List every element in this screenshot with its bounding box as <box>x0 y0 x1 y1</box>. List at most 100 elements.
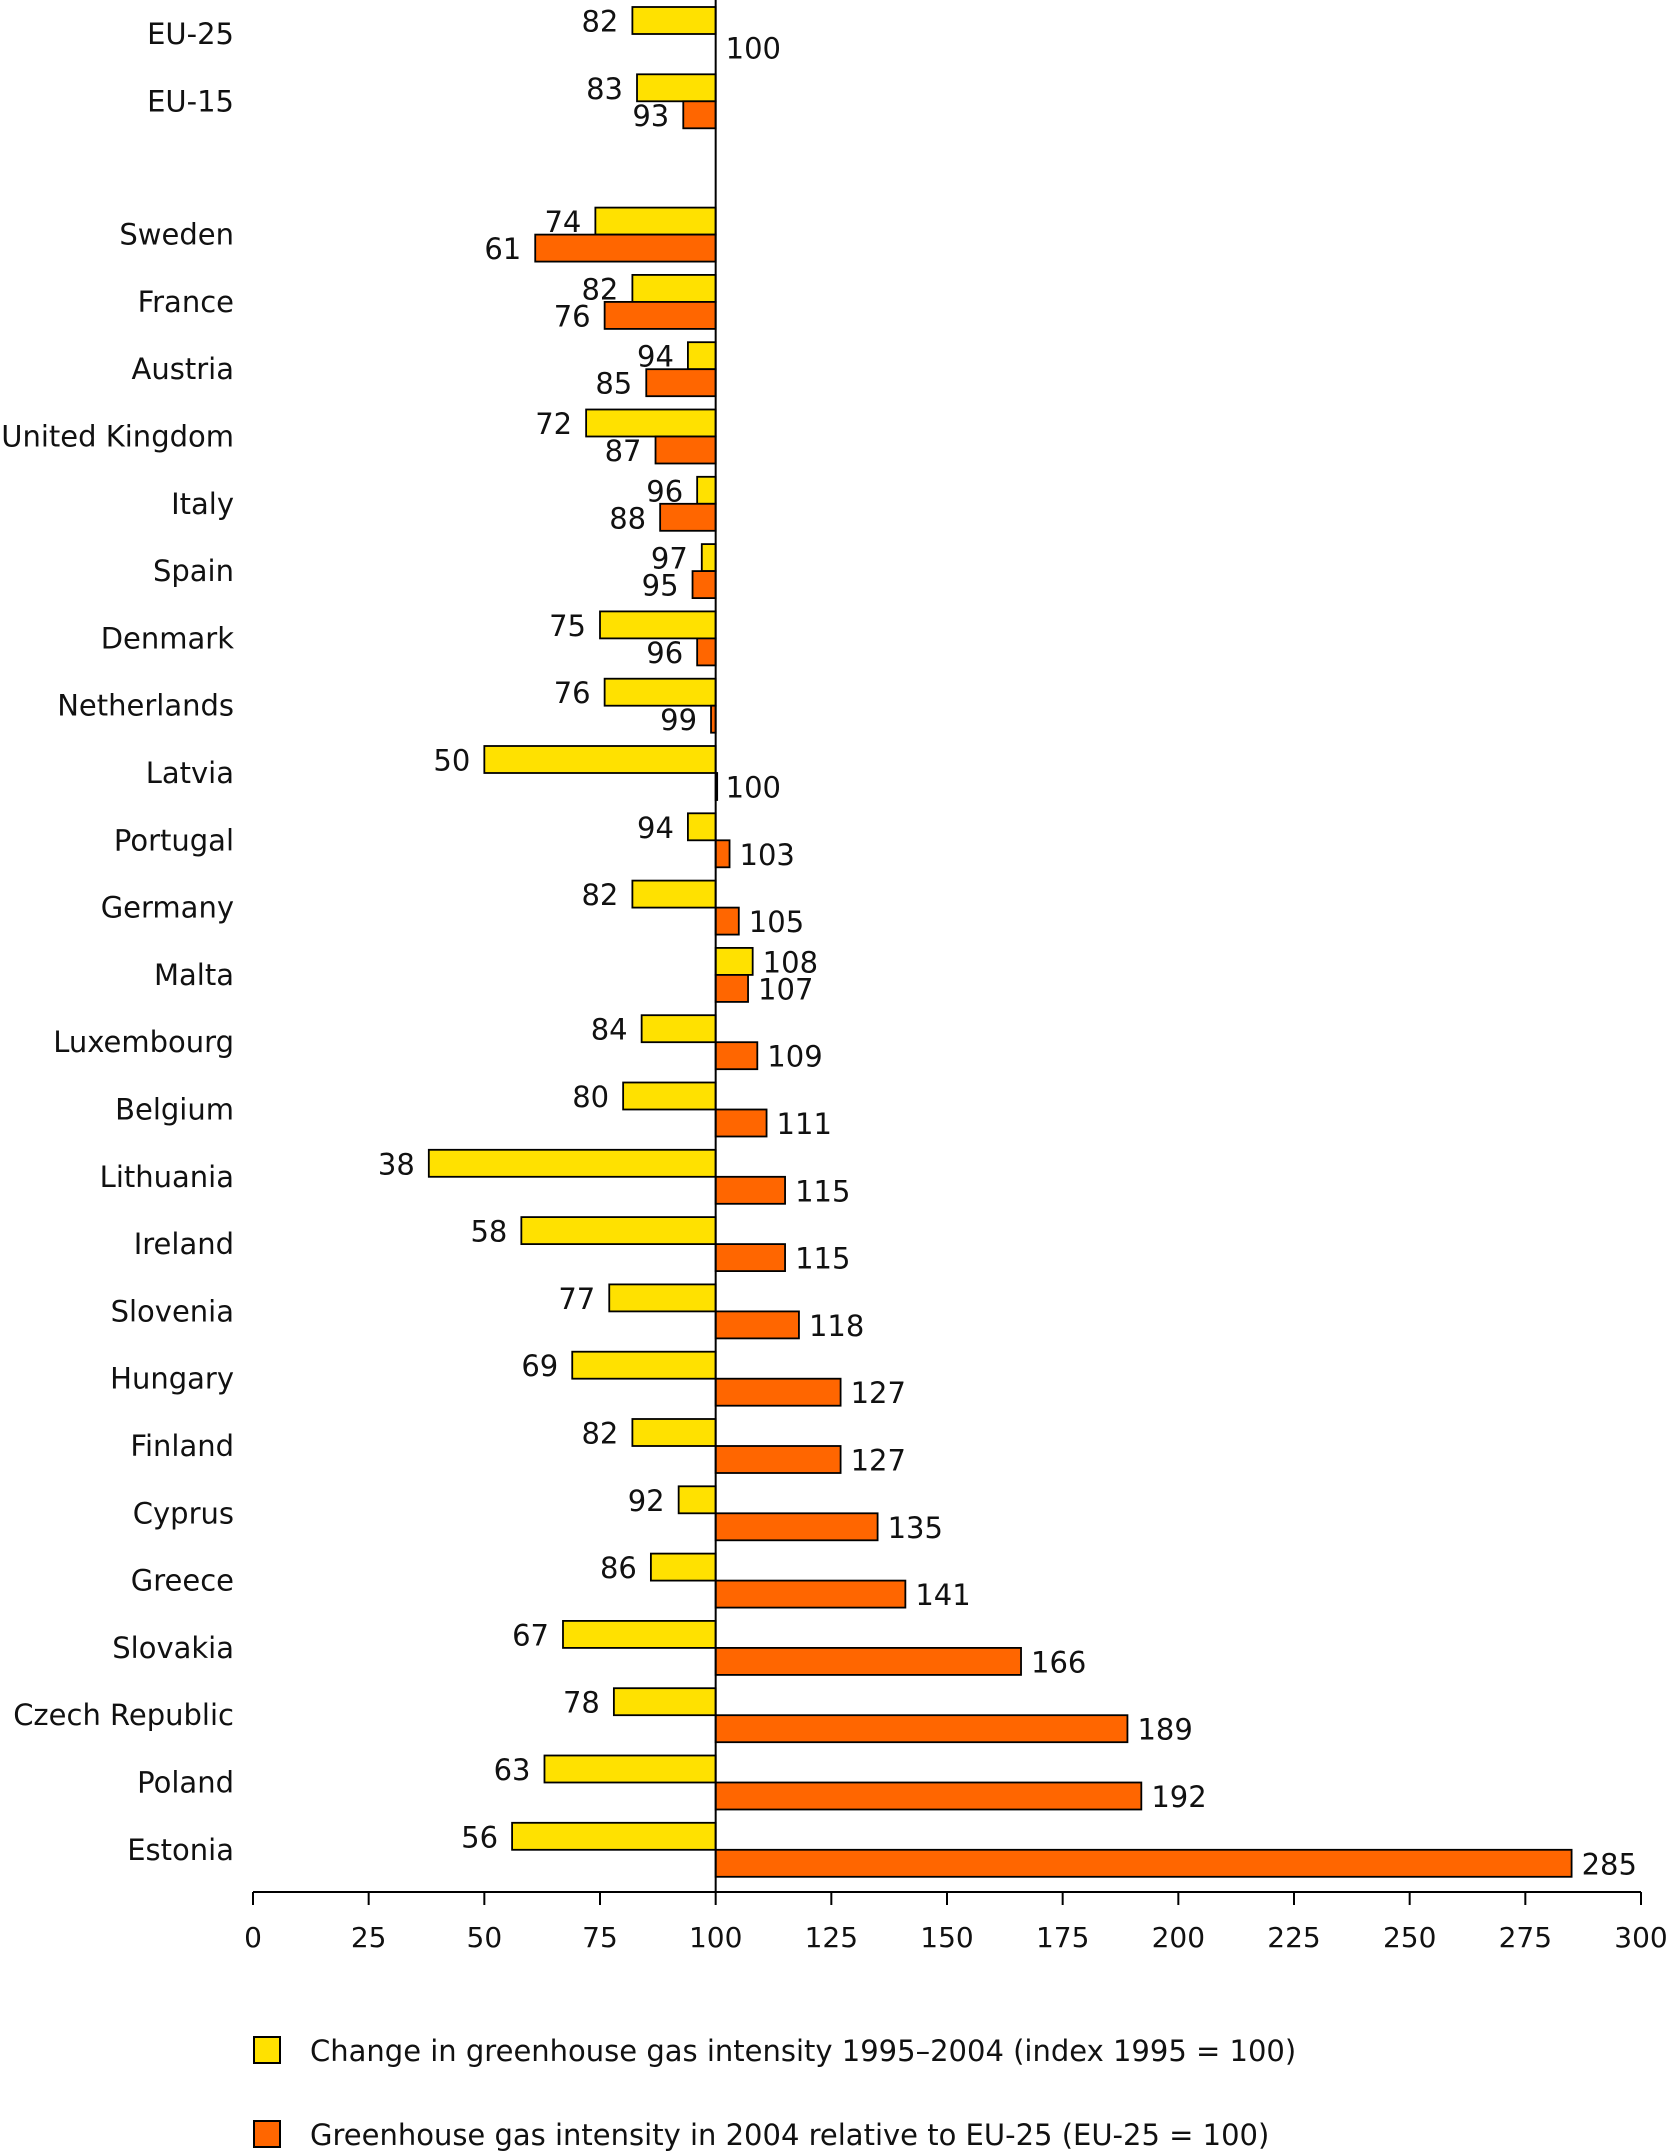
category-label-hungary: Hungary <box>110 1362 234 1396</box>
value-label-intensity-estonia: 285 <box>1582 1847 1637 1881</box>
value-label-intensity-luxembourg: 109 <box>767 1040 822 1074</box>
value-label-intensity-finland: 127 <box>851 1444 906 1478</box>
category-label-eu-15: EU-15 <box>147 84 234 118</box>
value-label-intensity-eu-25: 100 <box>726 32 781 66</box>
value-label-intensity-latvia: 100 <box>726 771 781 805</box>
value-label-change-poland: 63 <box>494 1753 531 1787</box>
category-label-germany: Germany <box>101 891 234 925</box>
value-label-intensity-poland: 192 <box>1151 1780 1206 1814</box>
value-label-change-slovenia: 77 <box>558 1282 595 1316</box>
value-label-intensity-slovakia: 166 <box>1031 1645 1086 1679</box>
bar-change-netherlands <box>603 677 717 707</box>
category-label-belgium: Belgium <box>115 1093 234 1127</box>
x-tick-label: 200 <box>1152 1921 1205 1954</box>
value-label-intensity-belgium: 111 <box>777 1107 832 1141</box>
bar-change-czech-republic <box>612 1687 717 1717</box>
bar-change-lithuania <box>427 1148 717 1178</box>
bar-intensity-denmark <box>696 637 717 667</box>
value-label-change-finland: 82 <box>581 1417 618 1451</box>
x-tick-label: 25 <box>351 1921 387 1954</box>
bar-change-sweden <box>594 206 717 236</box>
value-label-change-slovakia: 67 <box>512 1618 549 1652</box>
bar-change-greece <box>649 1552 717 1582</box>
bar-intensity-slovakia <box>714 1647 1022 1676</box>
value-label-intensity-slovenia: 118 <box>809 1309 864 1343</box>
value-label-intensity-eu-15: 93 <box>632 99 669 133</box>
bar-intensity-greece <box>714 1579 907 1609</box>
category-label-latvia: Latvia <box>146 756 234 790</box>
bar-intensity-finland <box>714 1445 842 1474</box>
bar-change-united-kingdom <box>585 408 717 438</box>
bar-change-denmark <box>599 610 717 640</box>
bar-intensity-lithuania <box>714 1175 786 1205</box>
bar-change-germany <box>631 879 717 909</box>
value-label-change-czech-republic: 78 <box>563 1686 600 1720</box>
category-label-sweden: Sweden <box>119 218 234 252</box>
value-label-intensity-france: 76 <box>554 299 591 333</box>
bar-intensity-portugal <box>714 839 731 869</box>
bar-change-eu-15 <box>636 73 717 103</box>
value-label-intensity-ireland: 115 <box>795 1242 850 1276</box>
category-label-malta: Malta <box>154 958 234 992</box>
bar-intensity-france <box>603 300 717 330</box>
bar-change-latvia <box>483 745 717 774</box>
bar-change-italy <box>696 475 717 505</box>
category-label-poland: Poland <box>137 1766 234 1800</box>
value-labels-layer: 8210083937461827694857287968897957596769… <box>378 5 1637 1882</box>
bar-change-slovenia <box>608 1283 717 1313</box>
bar-change-malta <box>714 947 754 976</box>
bar-change-ireland <box>520 1216 717 1245</box>
category-label-france: France <box>138 285 234 319</box>
value-label-change-austria: 94 <box>637 340 674 374</box>
bar-change-portugal <box>687 812 717 842</box>
value-label-intensity-malta: 107 <box>758 972 813 1006</box>
bar-intensity-united-kingdom <box>654 435 717 465</box>
category-label-cyprus: Cyprus <box>133 1496 234 1530</box>
value-label-change-cyprus: 92 <box>628 1484 665 1518</box>
value-label-change-germany: 82 <box>581 878 618 912</box>
bar-change-finland <box>631 1418 717 1447</box>
legend-label-change: Change in greenhouse gas intensity 1995–… <box>310 2034 1296 2068</box>
category-labels-layer: EU-25 EU-15 Sweden France Austria United King… <box>1 17 234 1867</box>
x-tick-label: 0 <box>244 1921 262 1954</box>
value-label-intensity-denmark: 96 <box>646 636 683 670</box>
x-tick-label: 225 <box>1267 1921 1320 1954</box>
category-label-spain: Spain <box>153 554 234 588</box>
x-tick-label: 250 <box>1383 1921 1436 1954</box>
x-tick-label: 50 <box>467 1921 503 1954</box>
value-label-change-latvia: 50 <box>433 744 470 778</box>
bar-change-eu-25 <box>631 6 717 35</box>
category-label-slovenia: Slovenia <box>111 1294 234 1328</box>
x-tick-label: 275 <box>1499 1921 1552 1954</box>
bar-change-luxembourg <box>640 1014 717 1044</box>
value-label-intensity-lithuania: 115 <box>795 1174 850 1208</box>
value-label-change-netherlands: 76 <box>554 676 591 710</box>
category-label-denmark: Denmark <box>101 621 234 655</box>
value-label-intensity-hungary: 127 <box>851 1376 906 1410</box>
bar-intensity-estonia <box>714 1848 1573 1878</box>
category-label-austria: Austria <box>132 352 234 386</box>
category-label-estonia: Estonia <box>127 1833 234 1867</box>
x-tick-label: 75 <box>582 1921 618 1954</box>
bar-change-belgium <box>622 1081 717 1111</box>
legend-swatch-intensity <box>253 2120 281 2148</box>
value-label-change-united-kingdom: 72 <box>535 407 572 441</box>
bar-change-estonia <box>511 1821 717 1851</box>
value-label-change-france: 82 <box>581 272 618 306</box>
category-label-united-kingdom: United Kingdom <box>1 420 234 454</box>
value-label-intensity-netherlands: 99 <box>660 703 697 737</box>
value-label-change-luxembourg: 84 <box>591 1013 628 1047</box>
bar-intensity-eu-15 <box>682 100 717 130</box>
value-label-intensity-italy: 88 <box>609 501 646 535</box>
bar-intensity-poland <box>714 1781 1143 1811</box>
legend-label-intensity: Greenhouse gas intensity in 2004 relativ… <box>310 2118 1269 2152</box>
category-label-finland: Finland <box>130 1429 234 1463</box>
category-label-ireland: Ireland <box>134 1227 234 1261</box>
value-label-intensity-germany: 105 <box>749 905 804 939</box>
x-tick-label: 100 <box>689 1921 742 1954</box>
bar-intensity-sweden <box>534 233 717 263</box>
value-label-intensity-cyprus: 135 <box>888 1511 943 1545</box>
category-label-italy: Italy <box>171 487 234 521</box>
category-label-greece: Greece <box>131 1564 234 1598</box>
